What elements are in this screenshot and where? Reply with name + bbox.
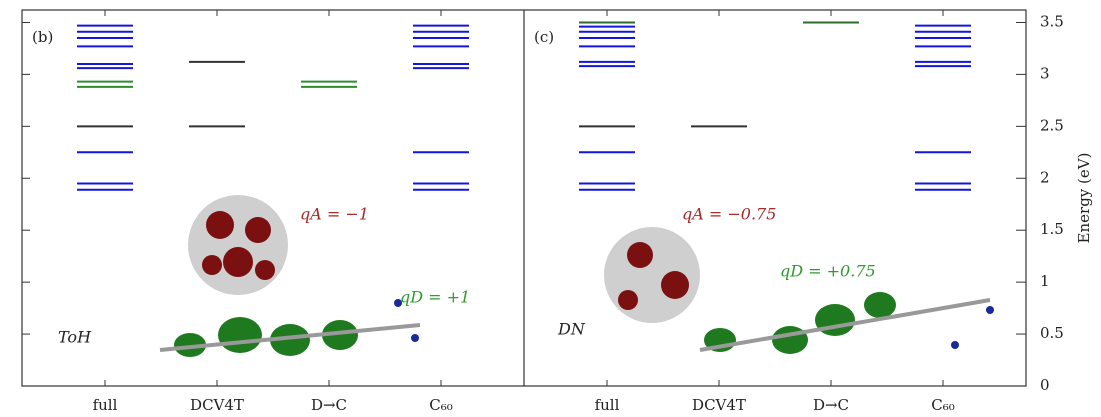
x-tick-label: full: [93, 396, 118, 414]
annotation: qD = +1: [400, 288, 470, 307]
y-axis-label: Energy (eV): [1075, 153, 1093, 244]
annotation: qD = +0.75: [780, 262, 876, 281]
annotation: qA = −0.75: [682, 205, 776, 224]
x-tick-label: DCV4T: [692, 396, 746, 414]
x-tick-label: C₆₀: [429, 396, 453, 414]
y-tick-label: 2.5: [1040, 116, 1064, 134]
x-tick-label: full: [595, 396, 620, 414]
y-tick-label: 0.5: [1040, 324, 1064, 342]
panel-label: (b): [32, 28, 53, 46]
y-tick-label: 3.5: [1040, 12, 1064, 30]
y-tick-label: 0: [1040, 376, 1050, 394]
y-tick-label: 1: [1040, 272, 1050, 290]
annotation: ToH: [58, 328, 92, 347]
x-tick-label: DCV4T: [190, 396, 244, 414]
y-tick-label: 2: [1040, 168, 1050, 186]
annotation: DN: [557, 320, 586, 339]
x-tick-label: C₆₀: [931, 396, 955, 414]
x-tick-label: D→C: [813, 396, 849, 414]
panel-label: (c): [534, 28, 554, 46]
annotation: qA = −1: [300, 205, 369, 224]
y-tick-label: 1.5: [1040, 220, 1064, 238]
x-tick-label: D→C: [311, 396, 347, 414]
chart: Energy (eV) 0 0.5 1 1.5 2 2.5 3 3.5 (b) full DCV4T…: [0, 0, 1101, 417]
y-tick-label: 3: [1040, 64, 1050, 82]
